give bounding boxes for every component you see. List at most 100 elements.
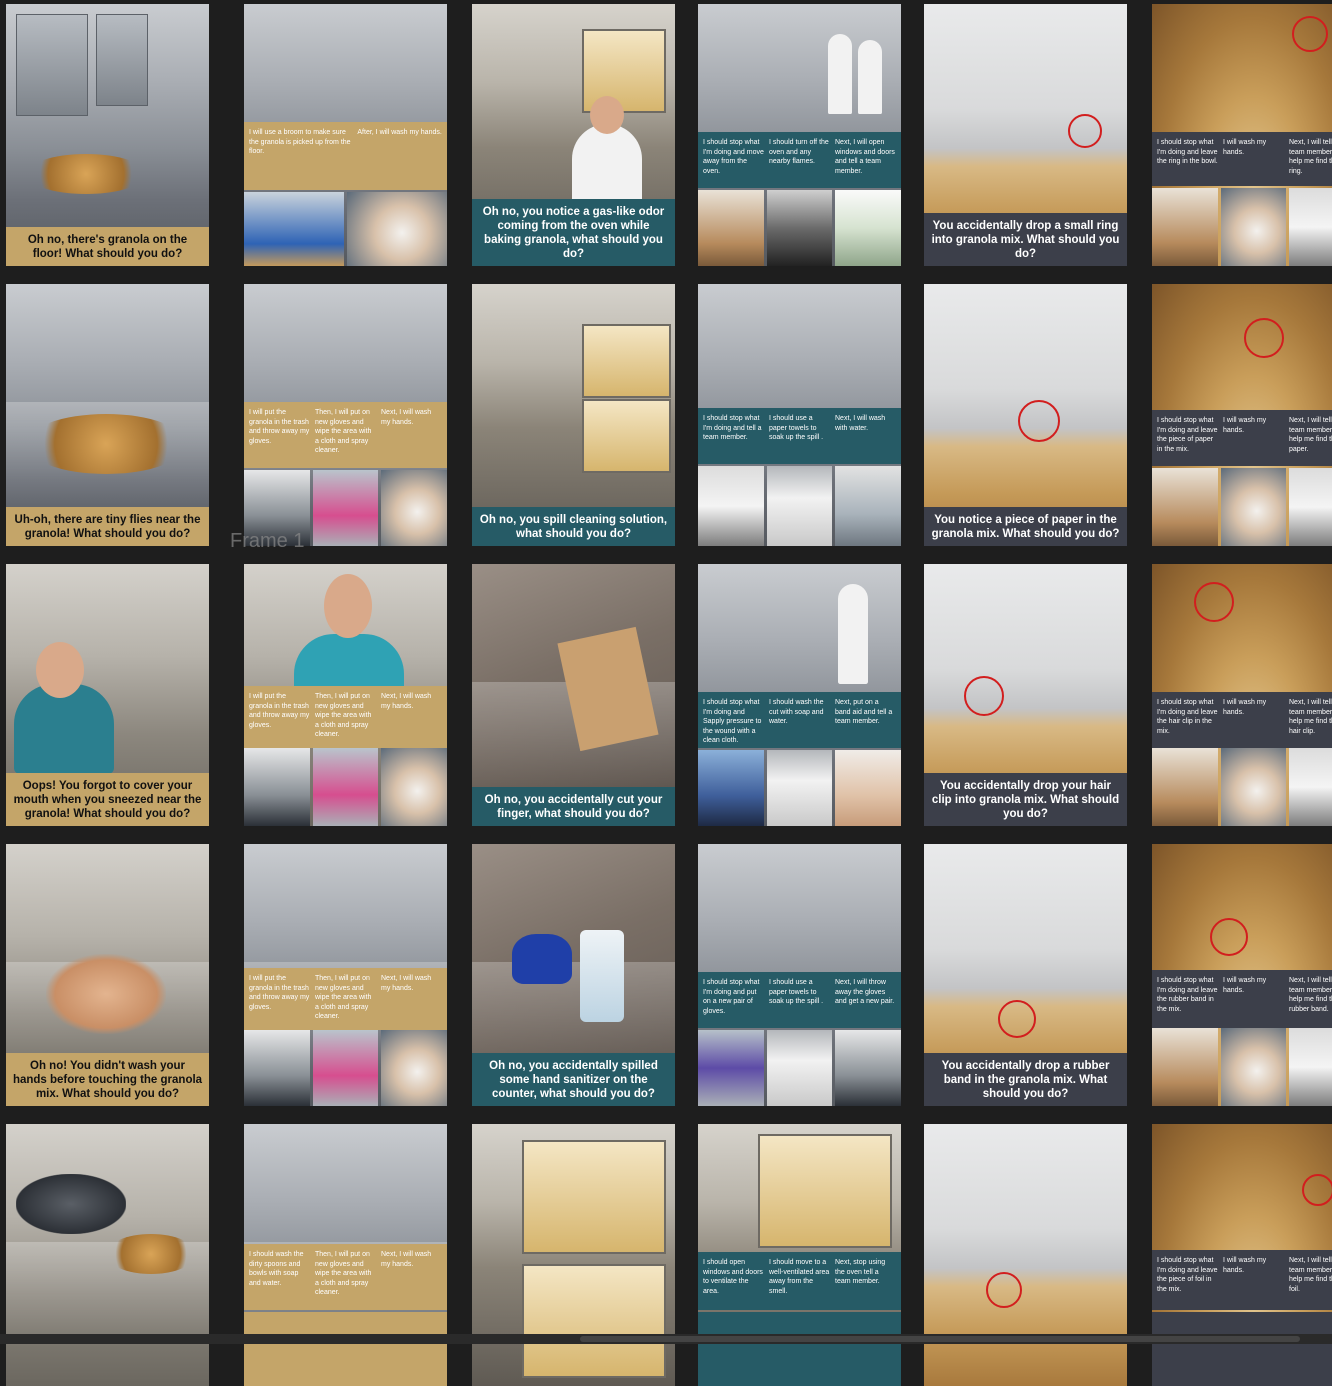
handwash-image: [1220, 1028, 1287, 1106]
card-rubber-band-response[interactable]: I should stop what I'm doing and leave t…: [1152, 844, 1332, 1106]
card-flies-response[interactable]: I will put the granola in the trash and …: [244, 284, 447, 546]
scenario-caption: Oh no, you spill cleaning solution, what…: [472, 507, 675, 546]
card-rubber-band[interactable]: You accidentally drop a rubber band in t…: [924, 844, 1127, 1106]
response-options: I will use a broom to make sure the gran…: [244, 122, 447, 190]
card-unwashed-hands[interactable]: Oh no! You didn't wash your hands before…: [6, 844, 209, 1106]
response-images: [698, 1030, 901, 1106]
highlight-circle: [1292, 16, 1328, 52]
stove-image: [766, 190, 833, 266]
card-sneeze[interactable]: Oops! You forgot to cover your mouth whe…: [6, 564, 209, 826]
granola-spill: [26, 414, 186, 474]
option-text: I will wash my hands.: [1223, 417, 1267, 434]
highlight-circle: [1194, 582, 1234, 622]
highlight-circle: [998, 1000, 1036, 1038]
card-paper[interactable]: You notice a piece of paper in the grano…: [924, 284, 1127, 546]
handwash-image: [381, 1030, 447, 1106]
card-foil[interactable]: [924, 1124, 1127, 1386]
card-granola-floor[interactable]: Oh no, there's granola on the floor! Wha…: [6, 4, 209, 266]
response-images: [1152, 1028, 1332, 1106]
option-text: I will wash my hands.: [1223, 1257, 1267, 1274]
option-text: I should stop what I'm doing and tell a …: [703, 415, 762, 441]
trash-image: [835, 1030, 901, 1106]
glove-image: [698, 750, 764, 826]
oven-image: [522, 1140, 666, 1254]
walk-away-image: [1152, 1028, 1218, 1106]
option-text: Next, I will tell a team member to help …: [1289, 417, 1332, 453]
trash-image: [244, 1030, 310, 1106]
trash-image: [244, 470, 310, 546]
option-text: I will put the granola in the trash and …: [249, 693, 310, 729]
option-text: Then, I will put on new gloves and wipe …: [315, 1251, 372, 1296]
card-dirty-dishes[interactable]: [6, 1124, 209, 1386]
card-oven-smell-response[interactable]: I should open windows and doors to venti…: [698, 1124, 901, 1386]
scenario-caption: You accidentally drop a rubber band in t…: [924, 1053, 1127, 1106]
scenario-caption: Oh no, you notice a gas-like odor coming…: [472, 199, 675, 266]
card-oven-smell[interactable]: [472, 1124, 675, 1386]
card-broom-response[interactable]: I will use a broom to make sure the gran…: [244, 4, 447, 266]
option-text: I will put the granola in the trash and …: [249, 975, 310, 1011]
walk-away-image: [1152, 188, 1218, 266]
scenario-caption: Oh no! You didn't wash your hands before…: [6, 1053, 209, 1106]
option-text: I should stop what I'm doing and Sapply …: [703, 699, 762, 744]
card-foil-response[interactable]: I should stop what I'm doing and leave t…: [1152, 1124, 1332, 1386]
response-images: [244, 470, 447, 546]
card-ring[interactable]: You accidentally drop a small ring into …: [924, 4, 1127, 266]
wipe-image: [312, 470, 379, 546]
card-flies[interactable]: Uh-oh, there are tiny flies near the gra…: [6, 284, 209, 546]
response-images: [698, 466, 901, 546]
person-head: [324, 574, 372, 638]
counter-sheen: [472, 961, 675, 1067]
response-options: I will put the granola in the trash and …: [244, 402, 447, 468]
response-options: I should stop what I'm doing and leave t…: [1152, 1250, 1332, 1310]
option-text: I should wash the cut with soap and wate…: [769, 699, 824, 725]
highlight-circle: [1068, 114, 1102, 148]
card-cleaning-spill[interactable]: Oh no, you spill cleaning solution, what…: [472, 284, 675, 546]
chef-image: [838, 584, 868, 684]
horizontal-scrollbar[interactable]: [0, 1334, 1332, 1344]
person-head: [36, 642, 84, 698]
card-sanitizer-response[interactable]: I should stop what I'm doing and put on …: [698, 844, 901, 1106]
response-images: [698, 750, 901, 826]
card-cut-finger[interactable]: Oh no, you accidentally cut your finger,…: [472, 564, 675, 826]
card-cleaning-response[interactable]: I should stop what I'm doing and tell a …: [698, 284, 901, 546]
scrollbar-thumb[interactable]: [580, 1336, 1300, 1342]
response-options: I should stop what I'm doing and move aw…: [698, 132, 901, 188]
option-text: I will wash my hands.: [1223, 139, 1267, 156]
sanitizer-bottle-image: [580, 930, 624, 1022]
option-text: Next, I will tell a team member to help …: [1289, 977, 1332, 1013]
card-cut-response[interactable]: I should stop what I'm doing and Sapply …: [698, 564, 901, 826]
person-image: [294, 634, 404, 694]
card-hair-clip-response[interactable]: I should stop what I'm doing and leave t…: [1152, 564, 1332, 826]
handwash-image: [1220, 468, 1287, 546]
towel-image: [766, 1030, 833, 1106]
response-options: I should wash the dirty spoons and bowls…: [244, 1244, 447, 1310]
highlight-circle: [1018, 400, 1060, 442]
response-images: [244, 1312, 447, 1386]
card-gas-odor[interactable]: Oh no, you notice a gas-like odor coming…: [472, 4, 675, 266]
handwash-image: [1220, 188, 1287, 266]
card-hand-sanitizer[interactable]: Oh no, you accidentally spilled some han…: [472, 844, 675, 1106]
response-images: [244, 748, 447, 826]
frame-label: Frame 1: [230, 530, 305, 552]
card-dishes-response[interactable]: I should wash the dirty spoons and bowls…: [244, 1124, 447, 1386]
option-text: I will put the granola in the trash and …: [249, 409, 310, 445]
option-text: Next, I will tell a team member to help …: [1289, 1257, 1332, 1293]
trash-image: [244, 748, 310, 826]
card-paper-response[interactable]: I should stop what I'm doing and leave t…: [1152, 284, 1332, 546]
card-gas-response[interactable]: I should stop what I'm doing and move aw…: [698, 4, 901, 266]
option-text: I should move to a well-ventilated area …: [769, 1259, 830, 1295]
granola-spill: [106, 1234, 196, 1274]
card-unwashed-response[interactable]: I will put the granola in the trash and …: [244, 844, 447, 1106]
water-image: [835, 466, 901, 546]
hands-image: [46, 954, 166, 1034]
handwash-image: [381, 748, 447, 826]
option-text: I will wash my hands.: [1223, 977, 1267, 994]
option-text: I should stop what I'm doing and leave t…: [1157, 1257, 1218, 1293]
glove-image: [698, 1030, 764, 1106]
card-sneeze-response[interactable]: I will put the granola in the trash and …: [244, 564, 447, 826]
response-images: [698, 190, 901, 266]
card-ring-response[interactable]: I should stop what I'm doing and leave t…: [1152, 4, 1332, 266]
card-hair-clip[interactable]: You accidentally drop your hair clip int…: [924, 564, 1127, 826]
response-options: I should stop what I'm doing and leave t…: [1152, 970, 1332, 1028]
